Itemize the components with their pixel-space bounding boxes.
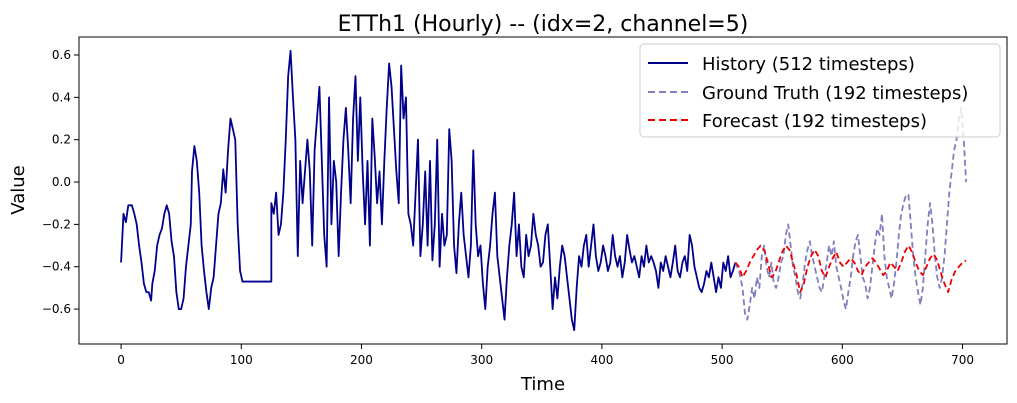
- legend-label-ground-truth: Ground Truth (192 timesteps): [702, 83, 968, 104]
- series-line-ground-truth: [734, 107, 968, 321]
- x-tick-label: 200: [350, 353, 373, 367]
- x-tick-label: 400: [590, 353, 613, 367]
- y-tick-label: 0.6: [52, 48, 71, 62]
- series-line-forecast: [734, 244, 967, 294]
- y-tick-label: 0.4: [52, 90, 71, 104]
- legend-label-history: History (512 timesteps): [702, 54, 915, 75]
- chart-title: ETTh1 (Hourly) -- (idx=2, channel=5): [338, 12, 749, 37]
- y-tick-label: −0.2: [42, 217, 71, 231]
- x-axis: 0 100 200 300 400 500 600 700: [117, 344, 974, 367]
- plot-frame: [78, 36, 1008, 345]
- x-tick-label: 300: [470, 353, 493, 367]
- x-tick-label: 500: [711, 353, 734, 367]
- x-tick-label: 600: [831, 353, 854, 367]
- x-tick-label: 700: [951, 353, 974, 367]
- y-tick-label: 0.0: [52, 175, 71, 189]
- x-tick-label: 0: [117, 353, 125, 367]
- y-tick-label: 0.2: [52, 133, 71, 147]
- series-line-history: [120, 49, 737, 332]
- legend-label-forecast: Forecast (192 timesteps): [702, 111, 927, 132]
- y-tick-label: −0.6: [42, 302, 71, 316]
- x-axis-label: Time: [520, 374, 565, 395]
- legend: History (512 timesteps) Ground Truth (19…: [639, 43, 1001, 138]
- y-tick-label: −0.4: [42, 260, 71, 274]
- y-axis: −0.6 −0.4 −0.2 0.0 0.2 0.4 0.6: [42, 48, 79, 316]
- plot-area: [120, 49, 968, 332]
- legend-box: [639, 43, 1001, 138]
- x-tick-label: 100: [230, 353, 253, 367]
- y-axis-label: Value: [8, 165, 29, 214]
